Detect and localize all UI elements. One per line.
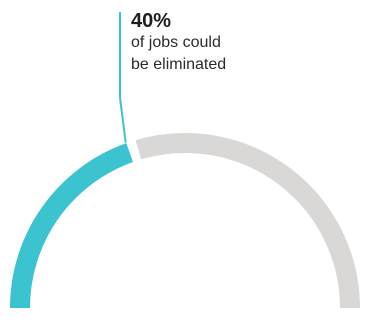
callout-leader-line xyxy=(119,12,127,143)
callout-text-line-2: be eliminated xyxy=(131,56,227,73)
gauge-value-arc xyxy=(10,143,134,309)
callout-value: 40% xyxy=(131,10,172,32)
callout-text-line-1: of jobs could xyxy=(131,34,221,51)
callout-annotation: 40% of jobs could be eliminated xyxy=(131,10,226,76)
gauge-remaining-arc xyxy=(135,133,360,309)
